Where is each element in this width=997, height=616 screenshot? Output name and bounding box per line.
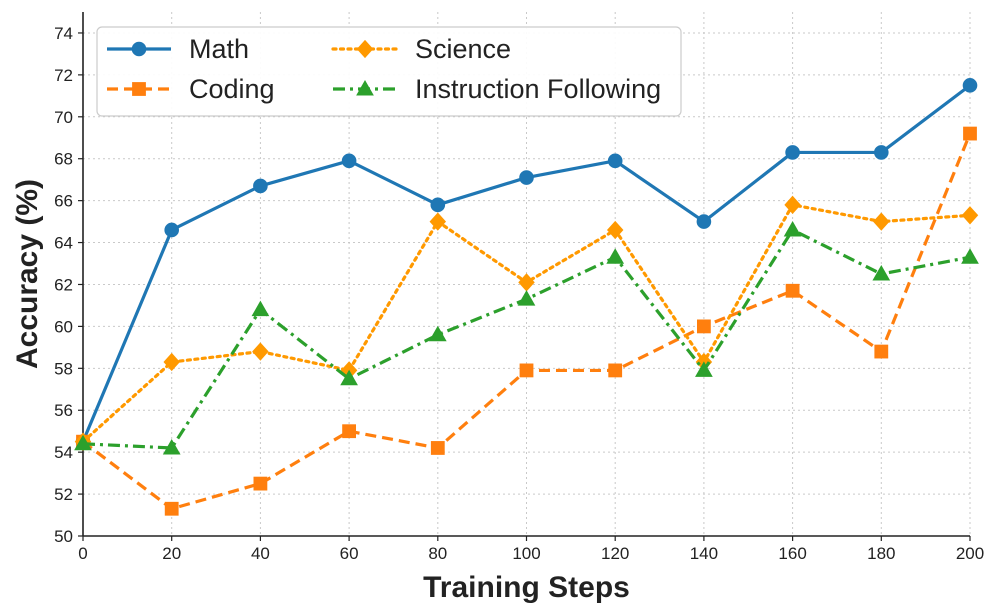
y-axis-title: Accuracy (%) <box>11 179 44 369</box>
data-point <box>164 222 179 238</box>
data-point <box>163 352 180 372</box>
y-tick-label: 62 <box>54 275 73 294</box>
legend-marker <box>132 82 146 96</box>
data-point <box>963 126 977 141</box>
data-point <box>519 363 534 378</box>
data-point <box>697 319 711 334</box>
y-tick-label: 50 <box>54 527 73 546</box>
data-point <box>696 214 712 229</box>
legend-item: Coding <box>107 74 275 104</box>
legend-item: Math <box>107 34 249 64</box>
data-point <box>429 212 447 231</box>
data-point <box>607 153 623 169</box>
x-tick-label: 160 <box>778 544 806 563</box>
x-tick-label: 140 <box>690 544 718 563</box>
y-tick-label: 68 <box>54 150 73 169</box>
data-point <box>251 300 270 317</box>
data-point <box>695 361 713 377</box>
x-tick-label: 180 <box>867 544 895 563</box>
data-point <box>962 78 978 93</box>
legend-marker <box>356 39 374 59</box>
legend-item: Instruction Following <box>333 74 661 104</box>
legend-label: Instruction Following <box>415 74 661 104</box>
series-coding <box>76 126 977 516</box>
y-tick-label: 52 <box>54 485 73 504</box>
x-tick-label: 120 <box>601 544 629 563</box>
legend-marker <box>356 79 374 96</box>
data-point <box>606 220 624 240</box>
y-tick-label: 58 <box>54 359 73 378</box>
data-point <box>74 434 92 451</box>
x-tick-label: 80 <box>428 544 447 563</box>
data-point <box>608 363 623 378</box>
data-point <box>785 283 800 298</box>
x-tick-label: 100 <box>512 544 540 563</box>
x-axis-title: Training Steps <box>423 571 630 604</box>
y-tick-label: 56 <box>54 401 73 420</box>
data-point <box>517 290 536 306</box>
series-group <box>74 78 979 516</box>
x-tick-label: 60 <box>340 544 359 563</box>
data-point <box>783 220 802 237</box>
y-tick-label: 74 <box>54 24 73 43</box>
data-point <box>874 145 889 160</box>
data-point <box>606 248 625 264</box>
y-tick-label: 70 <box>54 108 73 127</box>
legend-frame <box>96 26 682 117</box>
data-point <box>342 424 357 439</box>
x-tick-label: 40 <box>251 544 270 563</box>
data-point <box>252 342 269 361</box>
data-point <box>961 206 979 225</box>
data-point <box>430 441 445 455</box>
tick-labels: 0 20 40 60 80 100 120 140 160 180 200 50 52 54 56 58 60 6… <box>54 24 984 563</box>
data-point <box>961 248 979 264</box>
y-tick-label: 66 <box>54 192 73 211</box>
y-tick-label: 72 <box>54 66 73 85</box>
data-point <box>430 197 446 213</box>
x-tick-label: 200 <box>956 544 984 563</box>
x-tick-label: 0 <box>78 544 87 563</box>
legend-item: Science <box>331 34 511 64</box>
y-tick-label: 60 <box>54 317 73 336</box>
data-point <box>341 153 357 169</box>
legend-label: Coding <box>189 74 275 104</box>
data-point <box>340 369 358 386</box>
data-point <box>784 195 801 214</box>
data-point <box>874 344 889 359</box>
legend-label: Math <box>189 34 249 64</box>
data-point <box>519 170 534 185</box>
legend-marker <box>131 41 147 57</box>
data-point <box>162 438 181 455</box>
data-point <box>518 273 535 292</box>
data-point <box>253 476 268 491</box>
series-instruction-following <box>74 220 979 455</box>
data-point <box>164 501 179 516</box>
data-point <box>253 178 268 194</box>
legend: Math Coding Science Instruction Following <box>96 26 682 117</box>
data-point <box>873 212 890 231</box>
x-tick-label: 20 <box>162 544 181 563</box>
data-point <box>785 145 800 160</box>
y-tick-label: 64 <box>54 234 73 253</box>
data-point <box>428 325 447 342</box>
data-point <box>872 264 891 281</box>
y-tick-label: 54 <box>54 443 73 462</box>
legend-label: Science <box>415 34 511 64</box>
